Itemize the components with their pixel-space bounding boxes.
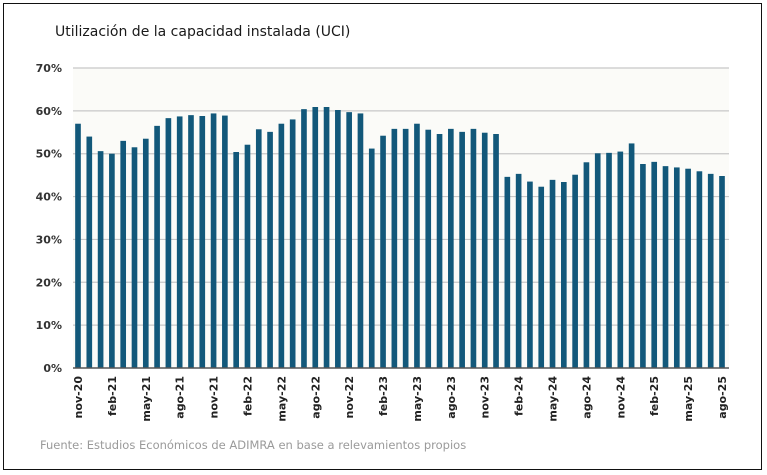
bar-may-25: [685, 168, 691, 368]
bar-jun-24: [561, 182, 567, 368]
bar-jun-21: [154, 125, 160, 368]
x-tick-label: feb-24: [513, 376, 526, 416]
bar-sep-23: [459, 131, 465, 368]
bar-nov-21: [210, 113, 217, 368]
bar-ago-23: [448, 128, 454, 368]
x-axis-ticks: nov-20 feb-21 may-21 ago-21 nov-21 feb-22 may-…: [72, 376, 729, 422]
x-tick-label: ago-25: [716, 376, 729, 419]
x-tick-label: nov-20: [72, 376, 85, 419]
x-tick-label: may-24: [547, 376, 560, 422]
bar-jun-25: [696, 171, 703, 368]
y-tick-label: 50%: [36, 148, 62, 161]
bar-ene-24: [504, 176, 511, 368]
bar-jun-23: [425, 129, 432, 368]
bar-oct-23: [470, 128, 477, 368]
bar-sep-22: [323, 107, 330, 368]
bar-jul-21: [165, 118, 172, 369]
bar-ago-25: [719, 176, 725, 368]
x-tick-label: ago-22: [309, 376, 322, 419]
bar-dic-20: [86, 136, 93, 368]
bar-feb-25: [651, 161, 658, 368]
bar-dic-22: [357, 113, 364, 368]
bar-mar-24: [527, 181, 533, 368]
x-tick-label: feb-25: [648, 376, 661, 416]
bar-ene-25: [640, 164, 646, 368]
y-tick-label: 20%: [36, 276, 62, 289]
bar-ene-21: [97, 151, 104, 368]
bar-jun-22: [289, 119, 296, 368]
bar-sep-21: [188, 115, 194, 369]
bar-feb-21: [109, 153, 115, 368]
x-tick-label: feb-21: [106, 376, 119, 416]
bar-jul-23: [436, 134, 443, 368]
bar-oct-21: [199, 116, 206, 368]
bar-nov-24: [617, 151, 624, 368]
x-tick-label: ago-24: [580, 376, 593, 419]
bar-mar-22: [255, 129, 262, 368]
bar-ene-22: [233, 152, 239, 368]
x-tick-label: feb-23: [377, 376, 390, 416]
x-tick-label: may-23: [411, 376, 424, 422]
bar-abr-21: [131, 147, 138, 368]
bar-nov-22: [346, 112, 352, 369]
chart-title: Utilización de la capacidad instalada (U…: [55, 24, 351, 40]
y-tick-label: 30%: [36, 233, 62, 246]
bar-jul-25: [707, 173, 714, 368]
y-tick-label: 60%: [36, 105, 62, 118]
y-tick-label: 70%: [36, 62, 62, 75]
x-tick-label: nov-24: [614, 376, 627, 419]
bar-ago-22: [312, 107, 319, 368]
bar-jul-22: [301, 109, 307, 369]
y-axis-ticks: 0% 10% 20% 30% 40% 50% 60% 70%: [36, 62, 62, 375]
bar-feb-22: [244, 144, 251, 368]
x-tick-label: nov-21: [208, 376, 221, 418]
bar-abr-24: [538, 186, 545, 368]
x-tick-label: may-25: [682, 376, 695, 422]
y-tick-label: 40%: [36, 191, 62, 204]
bar-may-21: [142, 138, 149, 368]
bar-feb-23: [380, 135, 386, 368]
bar-dic-21: [222, 115, 228, 368]
bar-may-23: [414, 123, 420, 368]
x-tick-label: ago-21: [174, 376, 187, 419]
bar-oct-24: [606, 152, 612, 368]
x-tick-label: ago-23: [445, 376, 458, 419]
bar-may-22: [278, 123, 285, 368]
bar-ago-24: [583, 162, 590, 368]
y-tick-label: 0%: [43, 362, 62, 375]
x-tick-label: nov-23: [479, 376, 492, 418]
bar-may-24: [549, 179, 556, 368]
x-tick-label: may-21: [140, 376, 153, 422]
bar-dic-24: [628, 143, 635, 368]
source-note: Fuente: Estudios Económicos de ADIMRA en…: [40, 438, 467, 452]
bar-ago-21: [176, 116, 183, 368]
bar-sep-24: [594, 153, 601, 368]
bar-mar-25: [662, 166, 669, 368]
bar-oct-22: [335, 110, 341, 368]
bar-nov-20: [75, 123, 81, 368]
y-tick-label: 10%: [36, 319, 62, 332]
x-tick-label: may-22: [275, 376, 288, 422]
x-tick-label: nov-22: [343, 376, 356, 418]
bar-nov-23: [481, 132, 488, 368]
bar-abr-23: [402, 128, 409, 368]
bar-abr-22: [267, 131, 273, 368]
bar-ene-23: [368, 148, 375, 368]
bar-jul-24: [572, 174, 578, 368]
bar-mar-21: [120, 140, 127, 368]
bar-mar-23: [391, 128, 398, 368]
bar-dic-23: [493, 134, 499, 368]
bar-abr-25: [673, 167, 680, 368]
bars: [75, 107, 725, 369]
x-tick-label: feb-22: [241, 376, 254, 416]
bar-feb-24: [515, 173, 522, 368]
